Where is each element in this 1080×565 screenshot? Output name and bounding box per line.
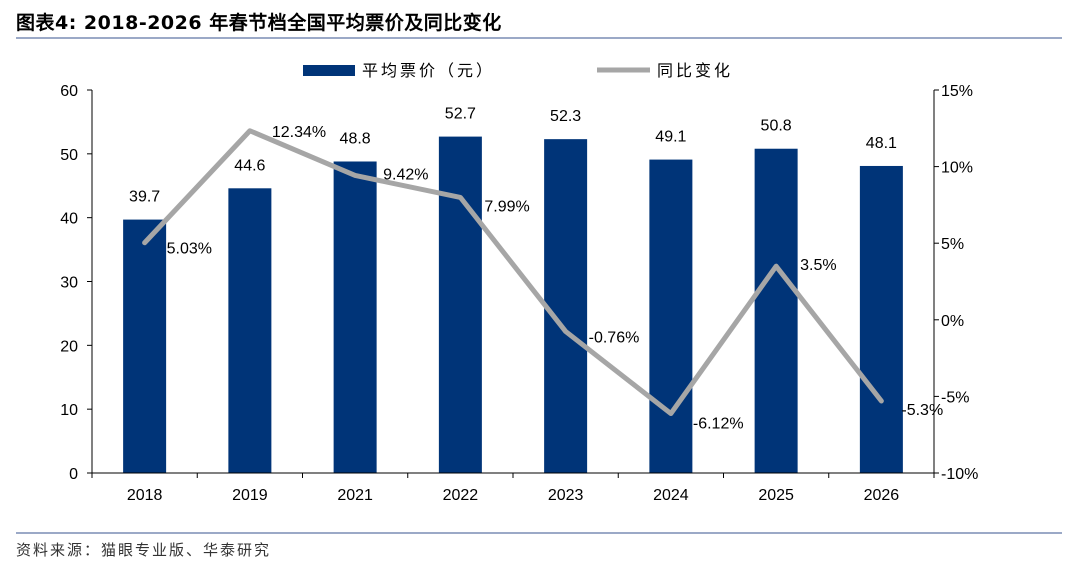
line-value-label: 9.42% [383,166,428,183]
left-tick-label: 40 [60,211,78,228]
x-tick-label: 2022 [443,487,479,504]
right-tick-label: -10% [941,466,978,483]
right-tick-label: 10% [941,160,973,177]
bar-value-label: 39.7 [129,189,160,206]
line-value-label: 5.03% [167,241,212,258]
bar [228,188,272,473]
line-value-label: 3.5% [800,257,836,274]
x-tick-label: 2018 [127,487,163,504]
source-note: 资料来源：猫眼专业版、华泰研究 [16,541,272,559]
x-tick-label: 2024 [653,487,689,504]
bar-value-label: 50.8 [761,118,792,135]
left-tick-label: 10 [60,402,78,419]
bar [123,219,167,473]
line-value-label: -6.12% [693,416,744,433]
bar [333,161,377,473]
bar [754,148,798,473]
left-tick-label: 20 [60,338,78,355]
right-tick-label: 5% [941,236,964,253]
yoy-line [142,128,884,417]
chart: 0 10 20 30 40 50 60 -10% -5% 0% 5% 10% 15% 2018 2019 20… [60,61,978,504]
line-value-label: -0.76% [589,329,640,346]
x-tick-label: 2025 [758,487,794,504]
x-tick-label: 2026 [864,487,900,504]
left-tick-label: 50 [60,147,78,164]
bar-value-label: 52.7 [445,106,476,123]
legend-bar-label: 平均票价（元） [362,61,495,80]
legend-line-label: 同比变化 [657,61,733,80]
bar [649,159,693,473]
line-value-label: 7.99% [484,198,529,215]
legend-bar-swatch [303,65,355,76]
bar [544,139,588,473]
right-tick-label: 0% [941,313,964,330]
left-tick-label: 30 [60,275,78,292]
bar-value-label: 44.6 [234,157,265,174]
left-tick-label: 0 [69,466,78,483]
right-tick-label: -5% [941,389,969,406]
line-value-label: 12.34% [272,124,326,141]
bottom-rule [16,532,1062,534]
bar-value-label: 52.3 [550,108,581,125]
bar-value-label: 48.1 [866,135,897,152]
line-value-label: -5.3% [901,402,943,419]
x-tick-label: 2021 [337,487,373,504]
bar [859,165,903,473]
x-tick-label: 2019 [232,487,268,504]
top-rule [16,37,1062,39]
bar-value-label: 49.1 [655,129,686,146]
x-tick-label: 2023 [548,487,584,504]
bar [438,136,482,473]
left-tick-label: 60 [60,83,78,100]
bar-value-label: 48.8 [340,130,371,147]
right-tick-label: 15% [941,83,973,100]
figure-title: 图表4: 2018-2026 年春节档全国平均票价及同比变化 [16,12,502,34]
